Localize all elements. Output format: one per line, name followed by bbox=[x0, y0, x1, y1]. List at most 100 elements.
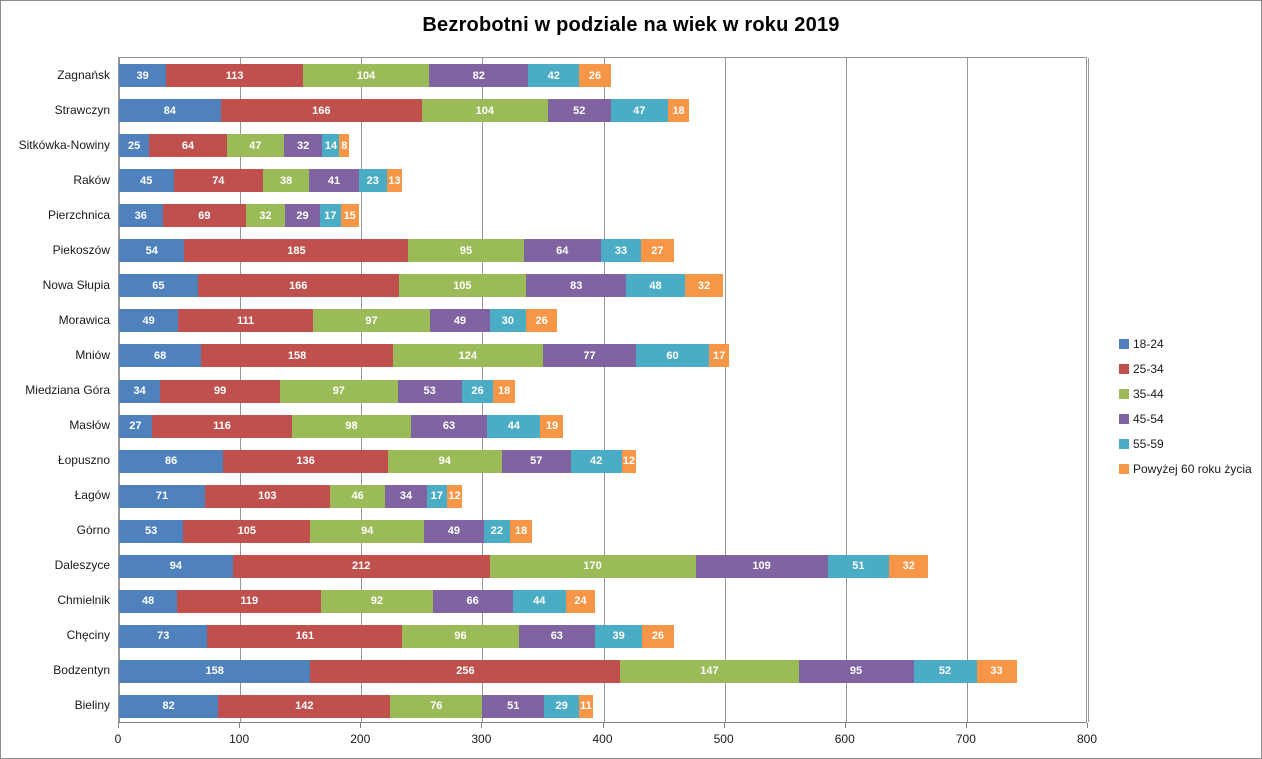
data-label: 53 bbox=[144, 525, 158, 538]
bar-segment: 27 bbox=[641, 239, 674, 263]
bar-segment: 32 bbox=[684, 274, 724, 298]
category-label: Górno bbox=[76, 523, 110, 538]
bar-segment: 95 bbox=[408, 239, 524, 263]
bar-segment: 47 bbox=[226, 134, 284, 158]
x-tick-label: 0 bbox=[114, 732, 122, 746]
bar-segment: 14 bbox=[322, 134, 340, 158]
data-label: 103 bbox=[258, 490, 277, 503]
data-label: 32 bbox=[259, 209, 272, 222]
bar-segment: 22 bbox=[483, 519, 511, 543]
plot-area: 39 113 104 82 42 26 84 166 104 52 47 18 25 64 47 32 14 8 4… bbox=[118, 57, 1089, 723]
data-label: 116 bbox=[213, 420, 231, 433]
bar-segment: 48 bbox=[119, 589, 178, 613]
data-label: 64 bbox=[181, 139, 195, 152]
data-label: 39 bbox=[612, 630, 625, 643]
data-label: 166 bbox=[289, 279, 308, 292]
data-label: 66 bbox=[466, 595, 479, 608]
data-label: 38 bbox=[280, 174, 293, 187]
data-label: 94 bbox=[361, 525, 374, 538]
data-label: 76 bbox=[430, 700, 443, 713]
legend-swatch-icon bbox=[1119, 463, 1129, 474]
category-label: Pierzchnica bbox=[47, 207, 110, 222]
bar-segment: 69 bbox=[162, 204, 247, 228]
bar-segment: 51 bbox=[827, 554, 890, 578]
bar-segment: 63 bbox=[410, 414, 488, 438]
data-label: 68 bbox=[154, 349, 167, 362]
bar-segment: 54 bbox=[119, 239, 185, 263]
bar-segment: 73 bbox=[119, 624, 208, 648]
bar-segment: 53 bbox=[397, 379, 462, 403]
category-label: Łagów bbox=[74, 488, 110, 503]
data-label: 17 bbox=[713, 349, 726, 362]
bar-segment: 136 bbox=[223, 449, 388, 473]
data-label: 47 bbox=[249, 139, 262, 152]
bar-row-10: 34 99 97 53 26 18 bbox=[119, 379, 516, 403]
data-label: 48 bbox=[649, 279, 662, 292]
data-label: 24 bbox=[574, 595, 587, 608]
bar-segment: 49 bbox=[430, 309, 490, 333]
data-label: 12 bbox=[622, 455, 635, 468]
x-tick-mark bbox=[360, 723, 362, 728]
data-label: 92 bbox=[370, 595, 384, 608]
bar-segment: 39 bbox=[119, 64, 167, 88]
bar-segment: 60 bbox=[636, 344, 709, 368]
data-label: 30 bbox=[501, 314, 514, 327]
data-label: 33 bbox=[614, 244, 628, 257]
data-label: 14 bbox=[324, 139, 338, 152]
data-label: 44 bbox=[507, 420, 520, 433]
bar-segment: 27 bbox=[119, 414, 152, 438]
bar-segment: 113 bbox=[166, 64, 304, 88]
x-tick-label: 800 bbox=[1076, 732, 1098, 746]
bar-segment: 49 bbox=[119, 309, 179, 333]
bar-segment: 52 bbox=[913, 659, 977, 683]
bar-segment: 82 bbox=[429, 64, 529, 88]
data-label: 33 bbox=[990, 665, 1003, 678]
data-label: 53 bbox=[423, 385, 436, 397]
bar-segment: 109 bbox=[695, 554, 828, 578]
bar-segment: 51 bbox=[482, 694, 545, 718]
bar-segment: 53 bbox=[119, 519, 184, 543]
bar-segment: 11 bbox=[579, 694, 593, 718]
bar-segment: 18 bbox=[667, 99, 690, 123]
bar-segment: 170 bbox=[489, 554, 696, 578]
legend-label: 55-59 bbox=[1133, 436, 1164, 451]
bar-segment: 34 bbox=[119, 379, 161, 403]
data-label: 29 bbox=[296, 209, 309, 222]
data-label: 17 bbox=[324, 209, 337, 222]
data-label: 26 bbox=[535, 314, 548, 327]
bar-segment: 161 bbox=[207, 624, 403, 648]
bar-segment: 158 bbox=[201, 344, 393, 368]
category-label: Strawczyn bbox=[54, 102, 110, 117]
data-label: 65 bbox=[152, 279, 165, 292]
bar-segment: 111 bbox=[178, 309, 313, 333]
bar-segment: 33 bbox=[976, 659, 1017, 683]
bar-segment: 71 bbox=[119, 484, 205, 508]
bar-row-12: 86 136 94 57 42 12 bbox=[119, 449, 637, 473]
legend-label: 45-54 bbox=[1133, 411, 1164, 426]
x-tick-mark bbox=[723, 723, 725, 728]
data-label: 25 bbox=[128, 139, 141, 152]
category-label: Łopuszno bbox=[57, 453, 110, 468]
bar-segment: 26 bbox=[579, 64, 611, 88]
bar-segment: 124 bbox=[392, 344, 543, 368]
bar-row-16: 48 119 92 66 44 24 bbox=[119, 589, 595, 613]
bar-row-4: 45 74 38 41 23 13 bbox=[119, 169, 403, 193]
x-tick-mark bbox=[844, 723, 846, 728]
legend-item: 45-54 bbox=[1119, 406, 1252, 431]
bar-segment: 116 bbox=[151, 414, 293, 438]
data-label: 63 bbox=[442, 420, 456, 433]
data-label: 63 bbox=[550, 630, 563, 643]
data-label: 48 bbox=[141, 595, 155, 608]
bar-segment: 82 bbox=[119, 694, 219, 718]
bar-segment: 64 bbox=[149, 134, 227, 158]
data-label: 51 bbox=[852, 560, 865, 573]
data-label: 84 bbox=[163, 104, 176, 117]
data-label: 46 bbox=[351, 490, 364, 503]
x-tick-mark bbox=[481, 723, 483, 728]
category-label: Daleszyce bbox=[54, 558, 110, 573]
gridline-x-500 bbox=[724, 58, 726, 722]
data-label: 136 bbox=[296, 455, 315, 468]
bar-segment: 142 bbox=[218, 694, 391, 718]
data-label: 29 bbox=[555, 700, 568, 713]
bar-row-3: 25 64 47 32 14 8 bbox=[119, 134, 350, 158]
